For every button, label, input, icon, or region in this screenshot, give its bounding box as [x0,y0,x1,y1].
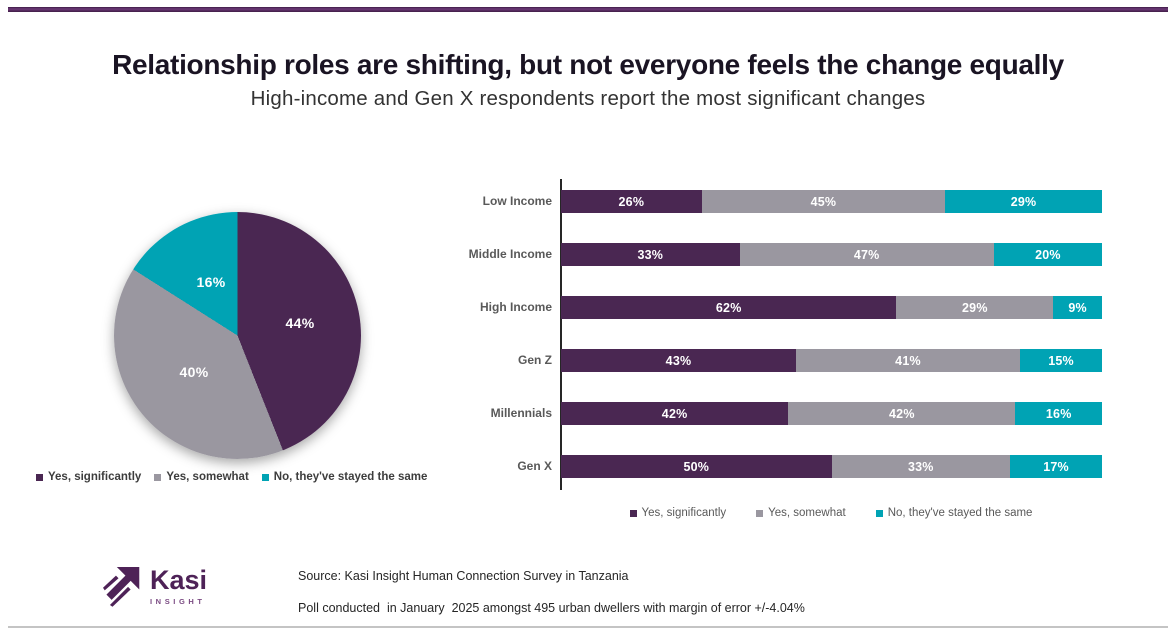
legend-label: Yes, significantly [641,507,727,519]
legend-swatch-purple [36,473,43,481]
bar-value-label: 41% [895,353,921,368]
legend-item: No, they've stayed the same [261,471,428,483]
pie-legend: Yes, significantly Yes, somewhat No, the… [36,471,456,483]
bar-chart-axis-line [560,179,562,490]
legend-item: No, they've stayed the same [875,507,1033,519]
bar-value-label: 50% [683,459,710,474]
logo-arrow-icon [103,567,140,607]
bar-segment-significantly: 42% [561,402,789,425]
bar-chart-legend: Yes, significantly Yes, somewhat No, the… [560,507,1102,519]
bar-segment-significantly: 33% [561,243,740,266]
legend-swatch-teal [875,509,883,517]
bar-segment-somewhat: 29% [896,296,1054,319]
logo-wordmark: Kasi INSIGHT [150,564,208,606]
stacked-bar: 42% 42% 16% [561,402,1102,425]
legend-label: Yes, somewhat [166,471,249,483]
bottom-divider-rule [8,626,1168,628]
bar-segment-significantly: 62% [561,296,897,319]
bar-chart: Low Income 26% 45% 29% Middle Income 33%… [450,190,1102,478]
bar-row: High Income 62% 29% 9% [450,296,1102,319]
bar-row: Millennials 42% 42% 16% [450,402,1102,425]
legend-label: Yes, somewhat [768,507,846,519]
kasi-insight-logo: Kasi INSIGHT [103,565,207,607]
bar-segment-stayed-same: 15% [1020,349,1102,372]
category-label: Middle Income [468,247,552,261]
bar-value-label: 15% [1048,353,1074,368]
category-label: Gen X [517,459,552,473]
stacked-bar: 43% 41% 15% [561,349,1102,372]
legend-label: No, they've stayed the same [887,507,1033,519]
bar-value-label: 33% [637,247,664,262]
legend-item: Yes, significantly [629,507,727,519]
stacked-bar: 33% 47% 20% [561,243,1102,266]
pie-value-label: 16% [196,274,226,290]
page-subtitle: High-income and Gen X respondents report… [250,87,926,110]
legend-label: No, they've stayed the same [273,471,428,483]
category-label: Millennials [490,406,552,420]
category-label: Gen Z [517,353,552,367]
logo-subtext: INSIGHT [150,596,206,606]
legend-swatch-gray [154,473,162,481]
bar-value-label: 47% [853,247,880,262]
legend-item: Yes, somewhat [756,507,846,519]
source-line-1: Source: Kasi Insight Human Connection Su… [298,569,629,583]
top-divider-rule [8,7,1168,12]
bar-value-label: 43% [665,353,692,368]
pie-value-label: 44% [285,315,315,331]
bar-value-label: 16% [1045,406,1072,421]
bar-value-label: 29% [1010,194,1037,209]
bar-segment-stayed-same: 20% [993,243,1102,266]
bar-value-label: 45% [810,194,837,209]
bar-row: Middle Income 33% 47% 20% [450,243,1102,266]
bar-value-label: 9% [1068,300,1087,315]
bar-value-label: 42% [889,406,915,421]
bar-segment-somewhat: 47% [739,243,994,266]
stacked-bar: 26% 45% 29% [561,190,1102,213]
page-title: Relationship roles are shifting, but not… [112,48,1064,80]
bar-value-label: 20% [1035,247,1061,262]
bar-segment-stayed-same: 29% [945,190,1102,213]
bar-segment-stayed-same: 17% [1010,455,1102,478]
bar-segment-somewhat: 42% [788,402,1016,425]
bar-segment-somewhat: 33% [831,455,1011,478]
bar-row: Low Income 26% 45% 29% [450,190,1102,213]
bar-segment-significantly: 50% [561,455,832,478]
category-label: High Income [479,300,552,314]
pie-value-label: 40% [179,364,209,380]
legend-swatch-purple [629,509,637,517]
bar-segment-significantly: 26% [561,190,702,213]
legend-swatch-teal [261,473,269,481]
bar-value-label: 29% [962,300,988,315]
bar-segment-somewhat: 45% [701,190,946,213]
logo-word: Kasi [150,564,208,595]
bar-value-label: 26% [618,194,645,209]
bar-segment-somewhat: 41% [795,349,1021,372]
legend-swatch-gray [756,509,764,517]
legend-item: Yes, significantly [36,471,141,483]
source-line-2: Poll conducted in January 2025 amongst 4… [298,601,805,615]
bar-row: Gen X 50% 33% 17% [450,455,1102,478]
pie-chart: 44% 40% 16% [114,212,361,459]
stacked-bar: 50% 33% 17% [561,455,1102,478]
legend-item: Yes, somewhat [154,471,249,483]
bar-segment-stayed-same: 9% [1053,296,1102,319]
bar-value-label: 42% [661,406,688,421]
bar-row: Gen Z 43% 41% 15% [450,349,1102,372]
bar-value-label: 62% [715,300,742,315]
bar-value-label: 33% [907,459,934,474]
bar-value-label: 17% [1043,459,1069,474]
category-label: Low Income [482,194,552,208]
source-text: Source: Kasi Insight Human Connection Su… [298,568,805,616]
stacked-bar: 62% 29% 9% [561,296,1102,319]
bar-segment-stayed-same: 16% [1015,402,1102,425]
bar-segment-significantly: 43% [561,349,796,372]
legend-label: Yes, significantly [48,471,142,483]
